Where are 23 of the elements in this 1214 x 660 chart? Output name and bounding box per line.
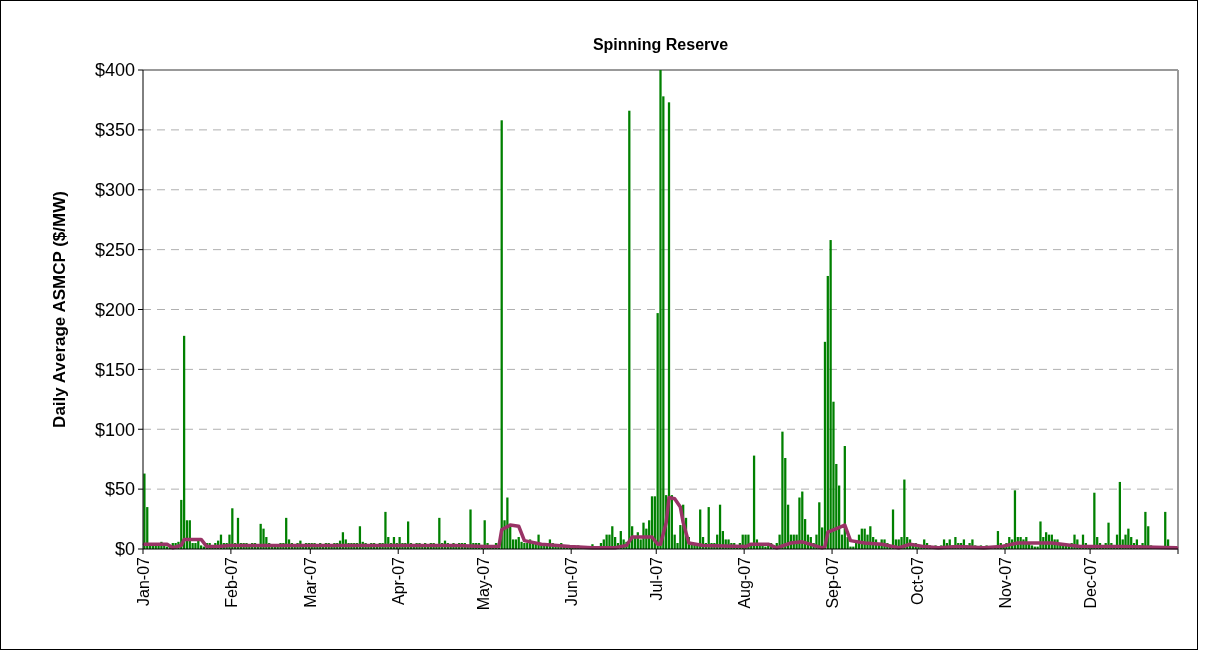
y-tick-label: $300 [94,180,135,201]
x-tick-label: Jul-07 [647,556,665,601]
y-tick-label: $100 [94,419,135,440]
chart-title: Spinning Reserve [592,36,729,53]
x-tick-label: Aug-07 [735,556,753,609]
y-tick-label: $400 [94,60,135,81]
y-axis-title: Daily Average ASMCP ($/MW) [50,191,69,428]
y-tick-label: $350 [94,120,135,141]
x-tick-label: Oct-07 [908,556,926,606]
x-tick-label: Apr-07 [389,556,407,606]
x-tick-label: Jan-07 [134,556,152,606]
y-tick-label: $50 [104,479,135,500]
x-tick-label: Sep-07 [823,556,841,609]
y-tick-label: $200 [94,299,135,320]
y-tick-label: $150 [94,359,135,380]
x-tick-label: Mar-07 [301,556,319,608]
x-tick-label: Dec-07 [1081,556,1099,609]
y-tick-label: $250 [94,239,135,260]
y-tick-label: $0 [114,539,135,560]
x-tick-label: Nov-07 [996,556,1014,609]
x-tick-label: May-07 [474,556,492,611]
x-tick-label: Jun-07 [562,556,580,606]
x-tick-label: Feb-07 [222,556,240,608]
